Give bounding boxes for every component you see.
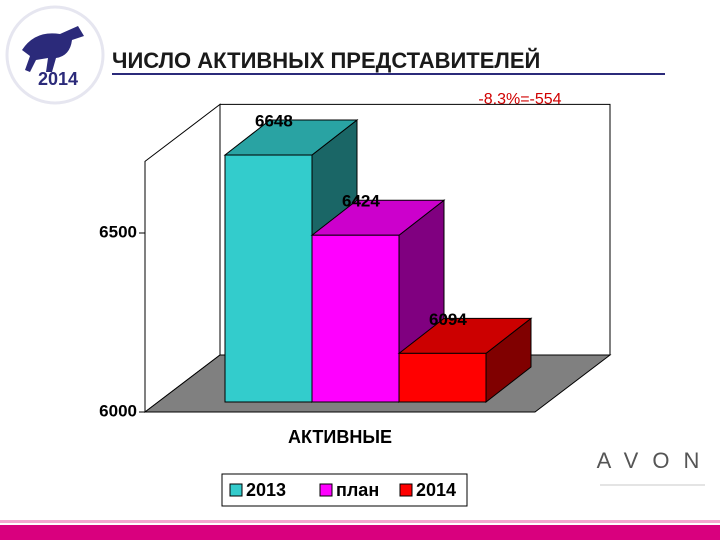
legend-label: план (336, 480, 379, 500)
legend-swatch (319, 483, 333, 497)
x-tick-label: АКТИВНЫЕ (288, 427, 392, 447)
data-label: 6648 (255, 112, 293, 131)
legend-swatch (229, 483, 243, 497)
footer-line (0, 520, 720, 523)
bar (224, 154, 313, 403)
legend-swatch (399, 483, 413, 497)
legend-label: 2014 (416, 480, 456, 500)
y-tick-label: 6500 (99, 222, 137, 241)
legend-box (221, 473, 468, 507)
legend-label: 2013 (246, 480, 286, 500)
bar (398, 352, 487, 403)
title: ЧИСЛО АКТИВНЫХ ПРЕДСТАВИТЕЛЕЙ (112, 48, 540, 73)
data-label: 6424 (342, 192, 380, 211)
footer-bar (0, 525, 720, 540)
y-tick-label: 6000 (99, 401, 137, 420)
logo-text: 2014 (38, 69, 78, 89)
logo-horse (22, 26, 84, 72)
data-label: 6094 (429, 310, 467, 329)
brand: AVON (597, 448, 714, 473)
bar (311, 234, 400, 403)
